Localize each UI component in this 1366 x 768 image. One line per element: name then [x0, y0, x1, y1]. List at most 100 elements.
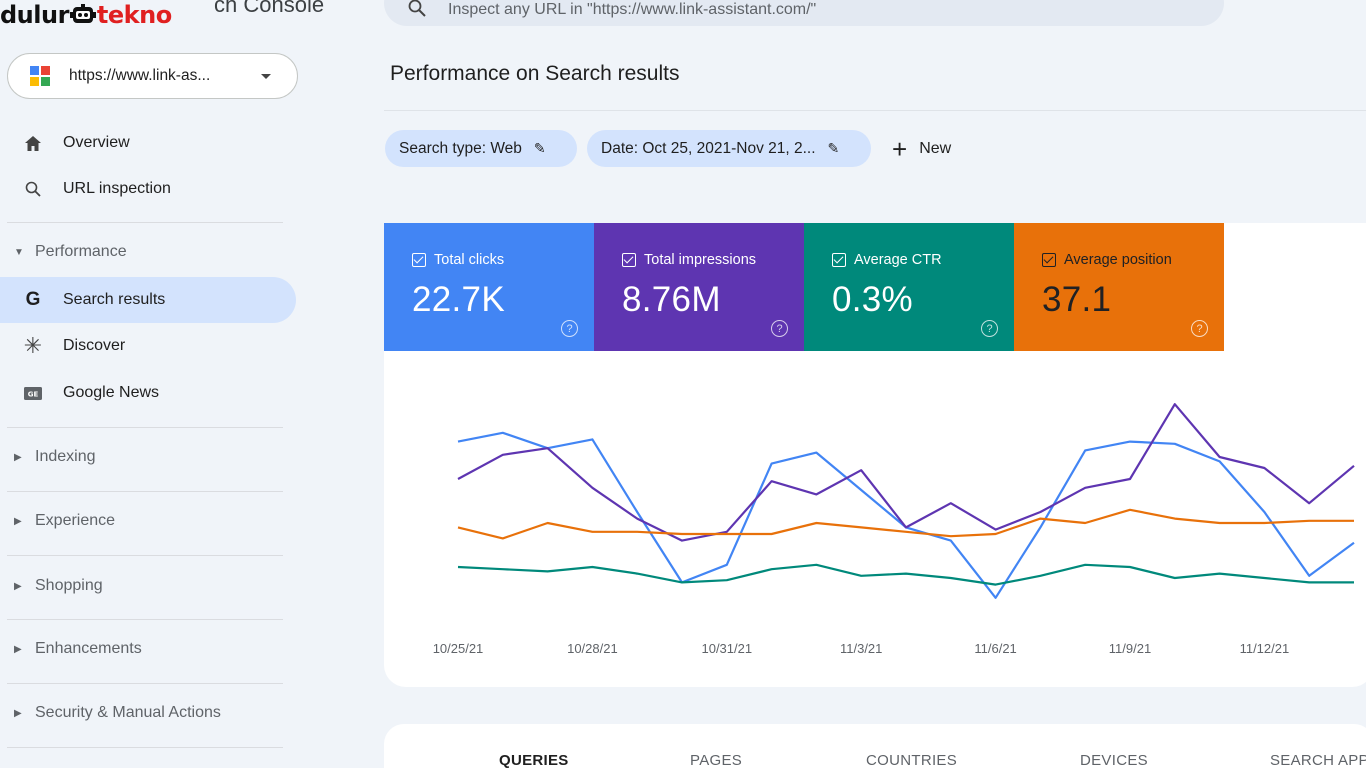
checkbox-icon[interactable]: [1042, 253, 1056, 267]
series-line-average-position[interactable]: [457, 508, 1354, 540]
pencil-icon: ✎: [827, 140, 840, 156]
dimension-tabs: QUERIES PAGES COUNTRIES DEVICES SEARCH A…: [384, 724, 1366, 768]
checkbox-icon[interactable]: [412, 253, 426, 267]
chevron-right-icon: ▶: [14, 515, 22, 527]
sidebar-item-label: Search results: [63, 291, 166, 308]
robot-icon: [69, 4, 96, 23]
divider: [384, 110, 1366, 111]
section-label: Enhancements: [35, 640, 142, 657]
sidebar: https://www.link-as... Overview URL insp…: [0, 0, 300, 768]
svg-text:GE: GE: [28, 390, 39, 398]
x-tick-label: 11/6/21: [974, 641, 1016, 656]
chip-label: Search type: Web: [399, 139, 522, 157]
tab-pages[interactable]: PAGES: [690, 752, 743, 768]
metric-label: Total clicks: [434, 252, 505, 268]
divider: [7, 222, 283, 223]
plus-icon: +: [892, 133, 908, 164]
sidebar-item-label: Google News: [63, 384, 160, 401]
metric-value: 8.76M: [622, 280, 721, 319]
divider: [7, 683, 283, 684]
x-tick-label: 11/3/21: [840, 641, 882, 656]
checkbox-icon[interactable]: [832, 253, 846, 267]
sidebar-item-label: URL inspection: [63, 180, 171, 197]
url-inspection-search[interactable]: Inspect any URL in "https://www.link-ass…: [384, 0, 1224, 26]
news-icon: GE: [22, 382, 44, 404]
metric-label: Average CTR: [854, 252, 942, 268]
home-icon: [22, 132, 44, 154]
sidebar-item-label: Overview: [63, 134, 130, 151]
metric-value: 0.3%: [832, 280, 913, 319]
metric-value: 22.7K: [412, 280, 505, 319]
metric-label: Total impressions: [644, 252, 757, 268]
sidebar-item-label: Discover: [63, 337, 126, 354]
filter-chip-search-type[interactable]: Search type: Web ✎: [385, 130, 577, 167]
chevron-right-icon: ▶: [14, 707, 22, 719]
chevron-right-icon: ▶: [14, 580, 22, 592]
performance-card: Total clicks 22.7K ? Total impressions 8…: [384, 223, 1366, 687]
search-icon: [22, 178, 44, 200]
x-tick-label: 10/31/21: [701, 641, 752, 656]
sidebar-section-indexing[interactable]: ▶ Indexing: [0, 437, 296, 477]
divider: [7, 491, 283, 492]
x-tick-label: 11/9/21: [1109, 641, 1151, 656]
help-icon[interactable]: ?: [771, 320, 788, 337]
metric-value: 37.1: [1042, 280, 1112, 319]
metric-average-ctr[interactable]: Average CTR 0.3% ?: [804, 223, 1014, 351]
property-url: https://www.link-as...: [69, 67, 211, 84]
new-filter-label: New: [919, 139, 952, 157]
sidebar-item-overview[interactable]: Overview: [0, 120, 296, 166]
metric-label: Average position: [1064, 252, 1172, 268]
series-line-total-impressions[interactable]: [457, 403, 1355, 542]
metric-total-clicks[interactable]: Total clicks 22.7K ?: [384, 223, 594, 351]
pencil-icon: ✎: [533, 140, 546, 156]
chevron-right-icon: ▶: [14, 643, 22, 655]
tab-search-appearance[interactable]: SEARCH APP: [1270, 752, 1366, 768]
x-tick-label: 10/28/21: [567, 641, 618, 656]
help-icon[interactable]: ?: [1191, 320, 1208, 337]
chevron-right-icon: ▶: [14, 451, 22, 463]
sidebar-item-url-inspection[interactable]: URL inspection: [0, 166, 296, 212]
sidebar-section-performance[interactable]: ▼ Performance: [0, 232, 296, 272]
sidebar-section-enhancements[interactable]: ▶ Enhancements: [0, 629, 296, 669]
caret-down-icon: [261, 73, 271, 79]
sidebar-item-search-results[interactable]: G Search results: [0, 277, 296, 323]
brand-text-part2: tekno: [96, 1, 172, 29]
chevron-down-icon: ▼: [14, 246, 24, 258]
sidebar-section-shopping[interactable]: ▶ Shopping: [0, 566, 296, 606]
section-label: Security & Manual Actions: [35, 704, 221, 721]
x-tick-label: 10/25/21: [433, 641, 484, 656]
x-tick-label: 11/12/21: [1240, 641, 1290, 656]
section-label: Experience: [35, 512, 116, 529]
property-logo-icon: [30, 66, 50, 86]
help-icon[interactable]: ?: [561, 320, 578, 337]
sidebar-section-experience[interactable]: ▶ Experience: [0, 501, 296, 541]
search-input[interactable]: Inspect any URL in "https://www.link-ass…: [448, 1, 817, 18]
brand-watermark: dulur tekno: [0, 0, 172, 30]
metric-total-impressions[interactable]: Total impressions 8.76M ?: [594, 223, 804, 351]
tab-queries[interactable]: QUERIES: [499, 752, 569, 768]
performance-line-chart[interactable]: 10/25/21 10/28/21 10/31/21 11/3/21 11/6/21 11…: [384, 351, 1366, 687]
series-line-average-ctr[interactable]: [457, 563, 1354, 586]
divider: [7, 427, 283, 428]
divider: [7, 747, 283, 748]
tab-countries[interactable]: COUNTRIES: [866, 752, 958, 768]
search-icon: [408, 0, 426, 22]
section-label: Indexing: [35, 448, 96, 465]
sidebar-section-security[interactable]: ▶ Security & Manual Actions: [0, 693, 296, 733]
sidebar-item-google-news[interactable]: GE Google News: [0, 370, 296, 416]
new-filter-button[interactable]: + New: [892, 130, 951, 167]
asterisk-icon: ✳: [23, 333, 43, 358]
sidebar-item-discover[interactable]: ✳ Discover: [0, 323, 296, 369]
divider: [7, 555, 283, 556]
checkbox-icon[interactable]: [622, 253, 636, 267]
app-title-fragment: ch Console: [214, 0, 325, 17]
section-label: Shopping: [35, 577, 103, 594]
metric-average-position[interactable]: Average position 37.1 ?: [1014, 223, 1224, 351]
brand-text-part1: dulur: [0, 1, 69, 29]
help-icon[interactable]: ?: [981, 320, 998, 337]
tab-devices[interactable]: DEVICES: [1080, 752, 1148, 768]
property-selector[interactable]: https://www.link-as...: [7, 53, 298, 99]
divider: [7, 619, 283, 620]
filter-chip-date[interactable]: Date: Oct 25, 2021-Nov 21, 2... ✎: [587, 130, 871, 167]
section-label: Performance: [35, 243, 127, 260]
